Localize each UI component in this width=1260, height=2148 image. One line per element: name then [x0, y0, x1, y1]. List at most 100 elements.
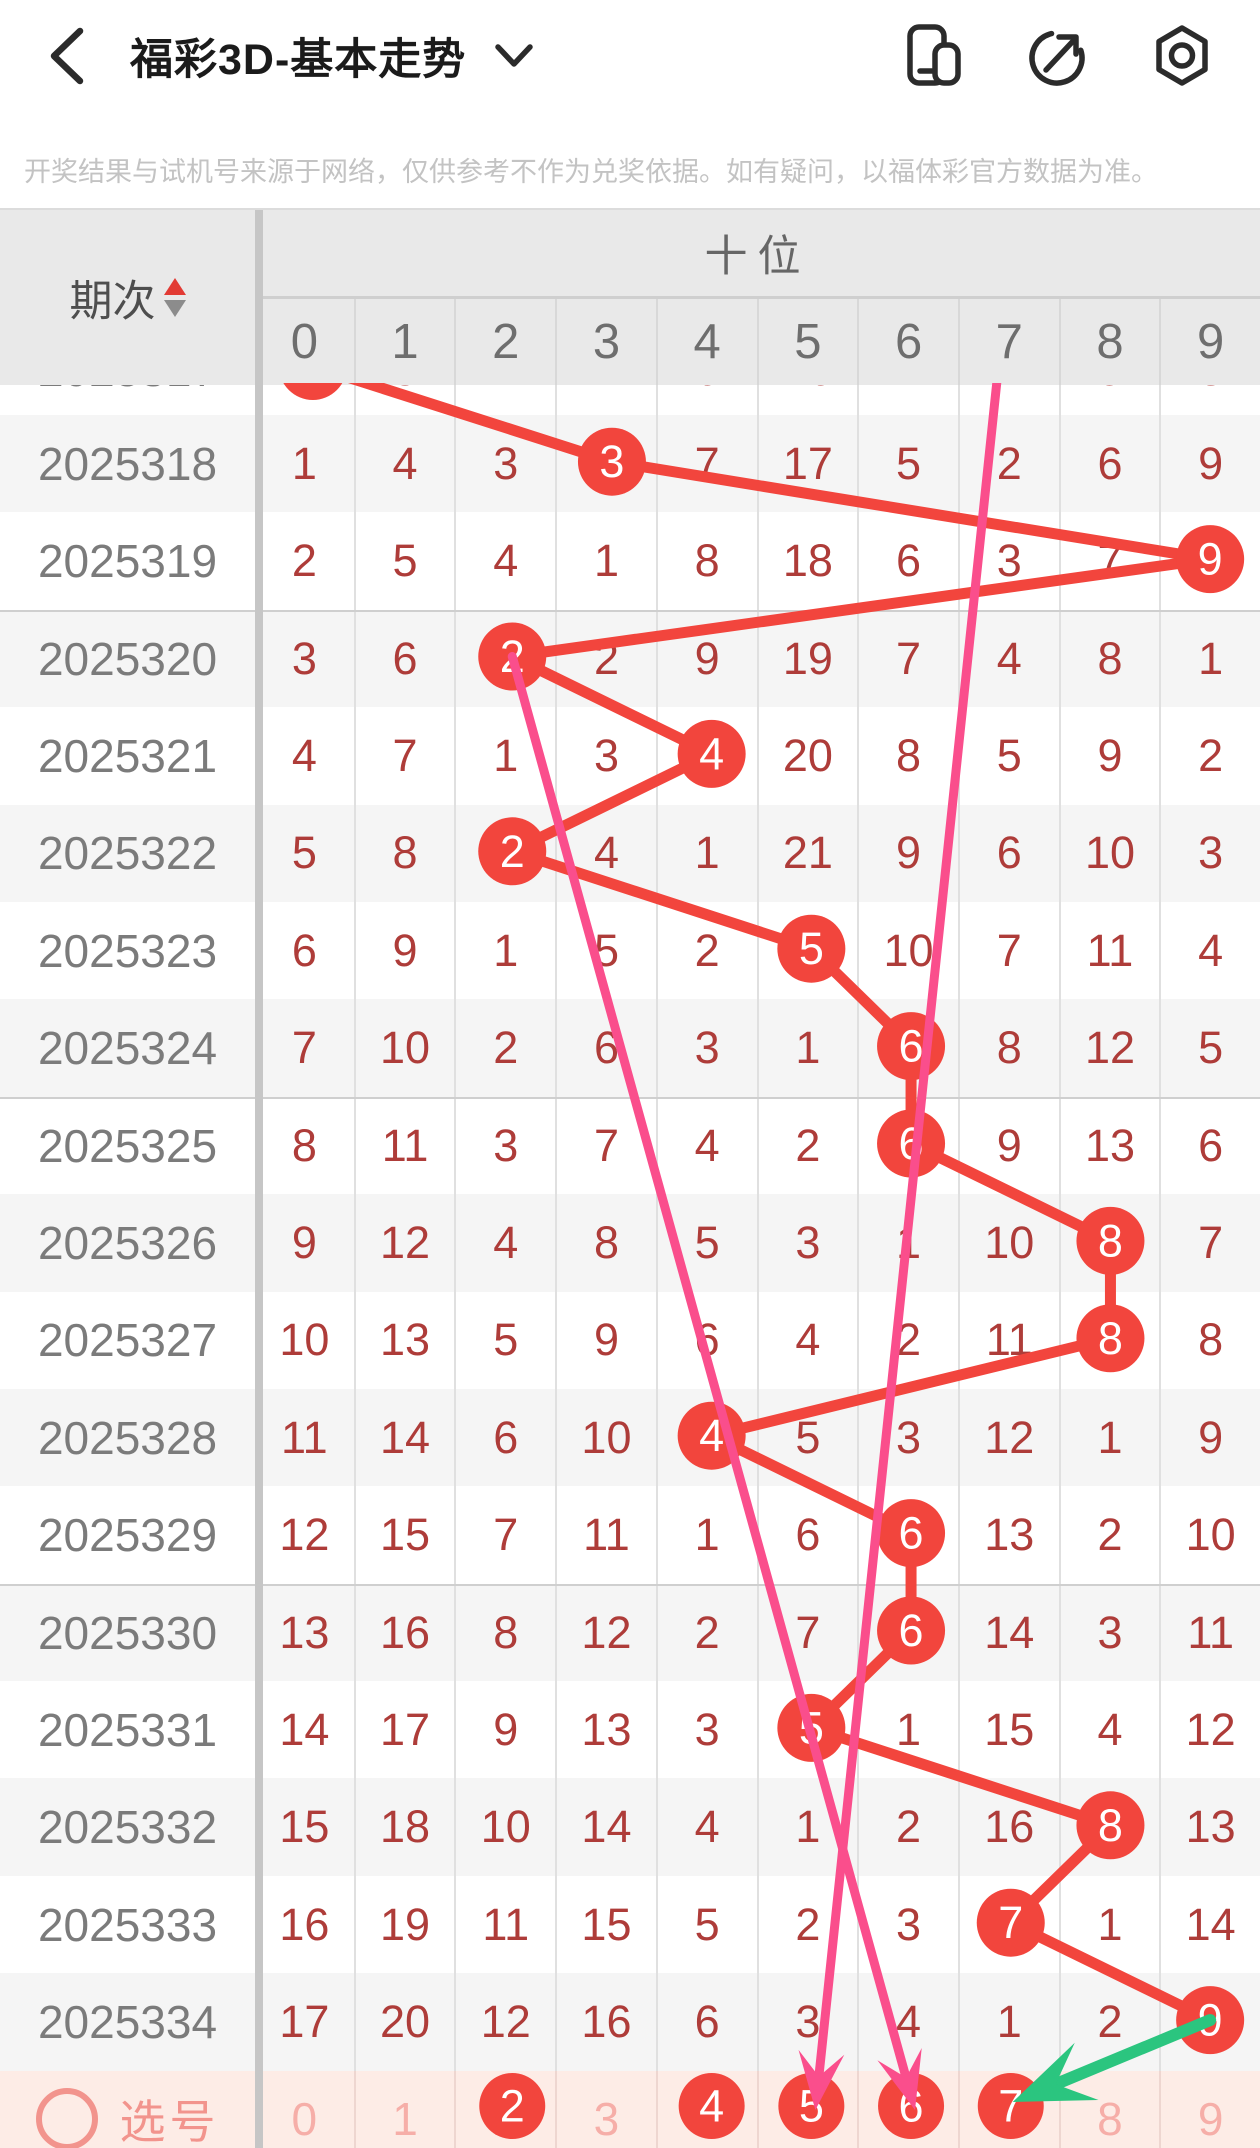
miss-count-cell: 3	[1058, 1585, 1160, 1682]
miss-count-cell: 3	[857, 1875, 958, 1974]
trend-row: 2025324 7 10 2 6 3 1 6 8 12 5	[0, 999, 1260, 1097]
miss-count-cell: 15	[555, 1875, 656, 1974]
miss-count-cell: 1	[1058, 1388, 1160, 1487]
miss-count-cell: 10	[1159, 1486, 1260, 1584]
sort-asc-icon	[163, 278, 186, 295]
miss-count-cell: 2	[957, 415, 1059, 513]
select-number-cell[interactable]: 5	[756, 2070, 858, 2148]
select-number-cell[interactable]: 7	[957, 2070, 1059, 2148]
miss-count-cell: 6	[655, 1973, 757, 2071]
miss-count-cell: 12	[1058, 999, 1160, 1097]
select-number-cell[interactable]: 3	[555, 2070, 656, 2148]
miss-count-cell: 6	[655, 1291, 757, 1389]
column-header-digit: 0	[290, 315, 318, 369]
miss-count-cell: 7	[857, 611, 958, 708]
miss-count-cell: 6	[1159, 1098, 1260, 1195]
miss-count-cell: 12	[1159, 1681, 1260, 1779]
column-header-digit: 8	[1058, 299, 1160, 385]
miss-count-cell: 7	[291, 1022, 317, 1074]
settings-button[interactable]	[1150, 23, 1214, 89]
miss-count-cell: 5	[1159, 999, 1260, 1097]
back-button[interactable]	[46, 25, 88, 87]
floating-window-button[interactable]	[902, 23, 966, 89]
miss-count-cell: 7	[353, 707, 455, 805]
miss-count-cell: 9	[957, 1098, 1059, 1195]
miss-count-cell: 9	[1159, 415, 1260, 513]
miss-count-cell: 8	[1159, 1291, 1260, 1389]
period-cell: 2025331	[37, 1703, 218, 1756]
miss-count-cell: 2	[1159, 707, 1260, 805]
miss-count-cell: 1	[957, 385, 1059, 415]
select-number-cell[interactable]: 9	[1159, 2070, 1260, 2148]
miss-count-cell: 4	[291, 729, 317, 781]
miss-count-cell: 5	[756, 1681, 858, 1779]
miss-count-cell: 15	[957, 1681, 1059, 1779]
sort-desc-icon	[163, 300, 186, 317]
trend-row: 2025325 8 11 3 7 4 2 6 9 13 6	[0, 1096, 1260, 1195]
miss-count-cell: 14	[555, 1778, 656, 1876]
miss-count-cell: 18	[756, 512, 858, 610]
miss-count-cell: 3	[957, 512, 1059, 610]
miss-count-cell: 1	[454, 901, 555, 1000]
miss-count-cell: 3	[756, 1194, 858, 1292]
miss-count-cell: 8	[957, 999, 1059, 1097]
miss-count-cell: 10	[857, 901, 958, 1000]
trend-row: 2025330 13 16 8 12 2 7 6 14 3 11	[0, 1583, 1260, 1682]
title-dropdown[interactable]	[494, 43, 534, 69]
miss-count-cell: 10	[1058, 804, 1160, 902]
miss-count-cell: 12	[279, 1508, 330, 1560]
trend-table-body: 2025317032116164158202531814337175269202…	[0, 385, 1260, 2148]
miss-count-cell: 5	[1058, 385, 1160, 415]
miss-count-cell: 7	[555, 1098, 656, 1195]
trend-row: 2025318 1 4 3 3 7 17 5 2 6 9	[0, 415, 1260, 513]
miss-count-cell: 6	[857, 1585, 958, 1682]
miss-count-cell: 2	[1058, 1973, 1160, 2071]
miss-count-cell: 1	[655, 804, 757, 902]
column-header-digit: 2	[454, 299, 555, 385]
miss-count-cell: 1	[454, 707, 555, 805]
miss-count-cell: 17	[756, 415, 858, 513]
miss-count-cell: 12	[353, 1194, 455, 1292]
period-header-sort[interactable]: 期次	[0, 210, 255, 385]
miss-count-cell: 4	[857, 385, 958, 415]
miss-count-cell: 1	[1058, 1875, 1160, 1974]
miss-count-cell: 16	[756, 385, 858, 415]
miss-count-cell: 4	[353, 415, 455, 513]
miss-count-cell: 9	[655, 611, 757, 708]
miss-count-cell: 8	[1058, 1291, 1160, 1389]
miss-count-cell: 8	[857, 707, 958, 805]
miss-count-cell: 4	[655, 1098, 757, 1195]
select-number-cell[interactable]: 2	[454, 2070, 555, 2148]
select-number-cell[interactable]: 4	[655, 2070, 757, 2148]
miss-count-cell: 8	[655, 512, 757, 610]
miss-count-cell: 2	[857, 1778, 958, 1876]
miss-count-cell: 19	[756, 611, 858, 708]
miss-count-cell: 7	[756, 1585, 858, 1682]
select-number-cell[interactable]: 1	[353, 2070, 455, 2148]
miss-count-cell: 1	[756, 999, 858, 1097]
share-button[interactable]	[1026, 23, 1090, 89]
miss-count-cell: 19	[353, 1875, 455, 1974]
select-number-cell[interactable]: 6	[857, 2070, 958, 2148]
miss-count-cell: 9	[454, 1681, 555, 1779]
miss-count-cell: 4	[857, 1973, 958, 2071]
trend-row: 2025332 15 18 10 14 4 1 2 16 8 13	[0, 1778, 1260, 1876]
select-circle-icon[interactable]	[35, 2088, 98, 2148]
miss-count-cell: 7	[957, 1875, 1059, 1974]
select-number-cell[interactable]: 8	[1058, 2070, 1160, 2148]
miss-count-cell: 8	[291, 1120, 317, 1172]
select-number-cell[interactable]: 0	[291, 2093, 318, 2146]
miss-count-cell: 4	[1058, 1681, 1160, 1779]
miss-count-cell: 3	[454, 1098, 555, 1195]
period-cell: 2025332	[37, 1801, 218, 1854]
group-header: 十位	[255, 210, 1260, 299]
miss-count-cell: 11	[1159, 1585, 1260, 1682]
miss-count-cell: 4	[454, 1194, 555, 1292]
period-cell: 2025323	[37, 924, 218, 977]
miss-count-cell: 4	[454, 512, 555, 610]
miss-count-cell: 8	[555, 1194, 656, 1292]
miss-count-cell: 2	[454, 611, 555, 708]
miss-count-cell: 11	[555, 1486, 656, 1584]
